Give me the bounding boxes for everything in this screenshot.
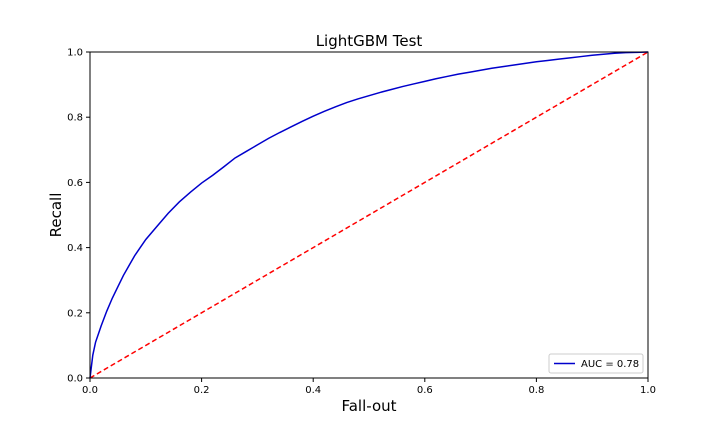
legend-label-auc: AUC = 0.78 xyxy=(581,359,639,370)
y-tick-label: 0.0 xyxy=(67,374,83,385)
roc-curve-line xyxy=(89,51,649,379)
x-tick-label: 0.0 xyxy=(82,385,98,396)
x-axis-label: Fall-out xyxy=(341,397,396,415)
y-tick-label: 1.0 xyxy=(67,48,83,59)
x-tick-label: 0.2 xyxy=(194,385,210,396)
y-tick-label: 0.6 xyxy=(67,178,83,189)
x-tick-label: 0.6 xyxy=(417,385,433,396)
y-tick-label: 0.8 xyxy=(67,113,83,124)
legend: AUC = 0.78 xyxy=(548,353,644,374)
legend-box xyxy=(548,353,644,374)
x-tick-label: 0.8 xyxy=(528,385,544,396)
x-axis: 0.0 0.2 0.4 0.6 0.8 1.0 xyxy=(82,378,656,396)
chart-title: LightGBM Test xyxy=(316,32,423,50)
chance-diagonal-line xyxy=(89,51,649,379)
y-axis-label: Recall xyxy=(47,193,65,238)
x-tick-label: 1.0 xyxy=(640,385,656,396)
x-tick-label: 0.4 xyxy=(305,385,321,396)
y-axis: 0.0 0.2 0.4 0.6 0.8 1.0 xyxy=(67,48,90,385)
y-tick-label: 0.2 xyxy=(67,308,83,319)
y-tick-label: 0.4 xyxy=(67,243,83,254)
plot-frame xyxy=(89,51,649,379)
plot-area xyxy=(89,51,649,379)
